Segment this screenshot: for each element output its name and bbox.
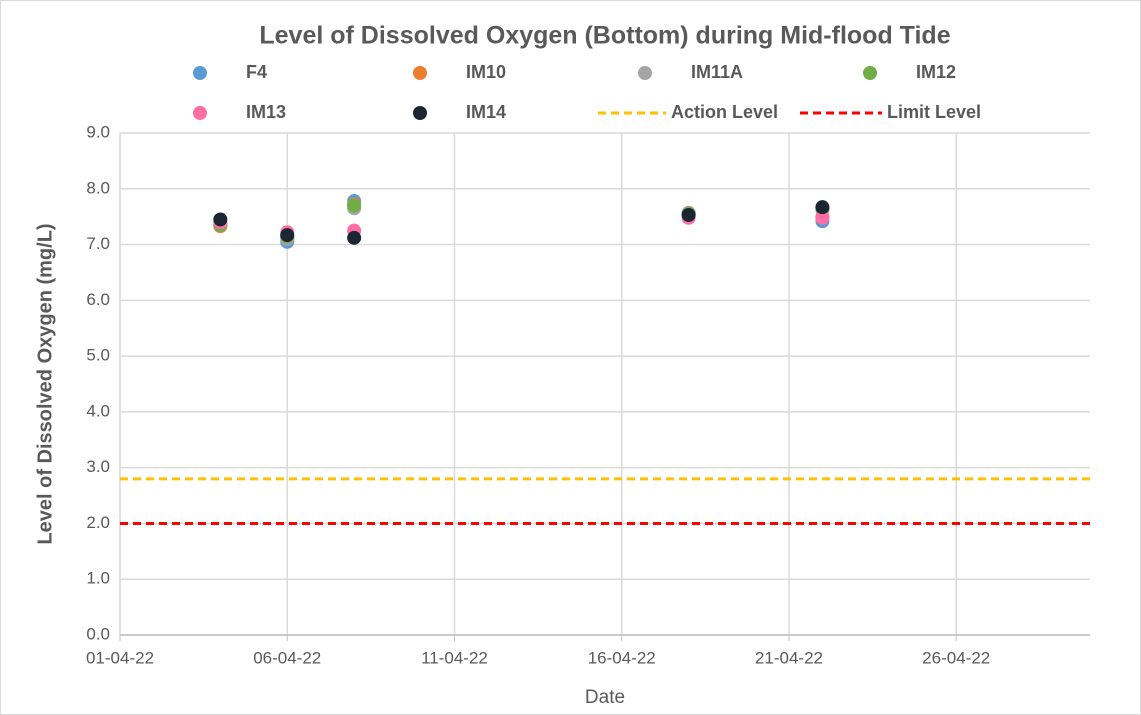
- legend-label: IM12: [916, 62, 956, 82]
- x-tick-label: 26-04-22: [922, 648, 990, 667]
- legend-marker: [413, 106, 427, 120]
- legend-marker: [193, 66, 207, 80]
- legend-label: F4: [246, 62, 267, 82]
- legend-label: IM11A: [691, 62, 743, 82]
- point: [681, 207, 696, 222]
- legend-marker: [193, 106, 207, 120]
- x-tick-label: 11-04-22: [421, 648, 488, 667]
- y-tick-label: 8.0: [86, 178, 110, 197]
- y-tick-label: 1.0: [86, 569, 110, 588]
- legend-marker: [413, 66, 427, 80]
- point: [815, 200, 830, 215]
- chart-title: Level of Dissolved Oxygen (Bottom) durin…: [259, 22, 950, 50]
- x-axis-label: Date: [585, 687, 625, 708]
- legend-label: Limit Level: [887, 102, 981, 122]
- point: [280, 228, 295, 243]
- y-tick-label: 9.0: [86, 122, 110, 141]
- legend-label: IM10: [466, 62, 506, 82]
- x-tick-label: 06-04-22: [253, 648, 321, 667]
- point: [347, 198, 362, 213]
- y-tick-label: 5.0: [86, 346, 110, 365]
- legend-marker: [638, 66, 652, 80]
- y-tick-label: 4.0: [86, 401, 110, 420]
- point: [347, 230, 362, 245]
- x-tick-label: 21-04-22: [755, 648, 823, 667]
- x-tick-label: 01-04-22: [86, 648, 154, 667]
- y-tick-label: 0.0: [86, 624, 110, 643]
- x-tick-label: 16-04-22: [588, 648, 656, 667]
- legend-label: Action Level: [671, 102, 778, 122]
- y-tick-label: 3.0: [86, 457, 110, 476]
- point: [815, 210, 830, 225]
- y-axis-label: Level of Dissolved Oxygen (mg/L): [34, 223, 56, 544]
- legend-label: IM14: [466, 102, 506, 122]
- legend-label: IM13: [246, 102, 286, 122]
- y-tick-label: 7.0: [86, 234, 110, 253]
- y-tick-label: 6.0: [86, 290, 110, 309]
- point: [213, 212, 228, 227]
- legend-marker: [863, 66, 877, 80]
- y-tick-label: 2.0: [86, 513, 110, 532]
